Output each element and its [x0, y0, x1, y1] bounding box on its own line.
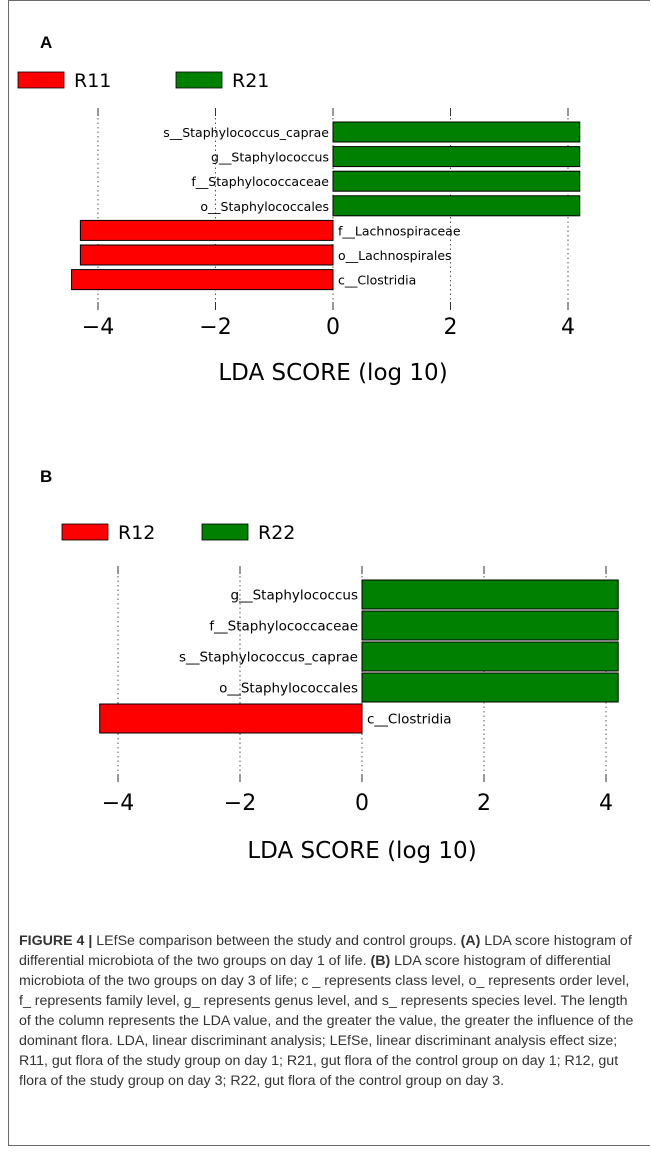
- category-label: c__Clostridia: [338, 273, 416, 288]
- tick-label: −4: [102, 791, 134, 816]
- caption-lead: FIGURE 4 |: [19, 933, 93, 949]
- category-label: o__Lachnospirales: [338, 248, 452, 263]
- category-label: o__Staphylococcales: [200, 199, 329, 214]
- bar: [361, 672, 619, 703]
- legend-swatch-R12: [61, 523, 109, 541]
- panel-b-label: B: [40, 467, 53, 486]
- tick-label: −4: [82, 315, 114, 340]
- tick-label: 2: [477, 791, 491, 816]
- bar: [99, 703, 363, 734]
- category-label: s__Staphylococcus_caprae: [179, 650, 358, 666]
- chart-a: R11 R21 s__Staphylococcus_caprae g__Staphyl…: [17, 70, 581, 386]
- tick-label: 0: [326, 315, 340, 340]
- category-label: g__Staphylococcus: [231, 588, 358, 604]
- caption-part2: LDA score histogram of differential micr…: [19, 933, 632, 969]
- legend-swatch-R22: [201, 523, 249, 541]
- caption-part3: LDA score histogram of differential micr…: [19, 953, 634, 1089]
- tick-label: 4: [599, 791, 613, 816]
- category-label: f__Lachnospiraceae: [338, 223, 461, 238]
- panel-a-label: A: [40, 33, 53, 52]
- bar: [79, 219, 334, 241]
- bar: [332, 121, 581, 143]
- legend-swatch-R11: [17, 71, 65, 89]
- bar: [332, 195, 581, 217]
- legend-label-R21: R21: [232, 70, 269, 92]
- caption-part1: LEfSe comparison between the study and c…: [92, 933, 461, 949]
- category-label: o__Staphylococcales: [219, 681, 358, 697]
- legend-swatch-R21: [175, 71, 223, 89]
- category-label: f__Staphylococcaceae: [209, 619, 358, 635]
- bar: [332, 146, 581, 168]
- chart-b: R12 R22 g__Staphylococcus f__Staphylococcac…: [61, 522, 619, 864]
- tick-label: 4: [561, 315, 575, 340]
- bar: [79, 244, 334, 266]
- tick-label: −2: [224, 791, 256, 816]
- figure-caption: FIGURE 4 | LEfSe comparison between the …: [19, 931, 637, 1091]
- category-label: c__Clostridia: [367, 712, 452, 728]
- caption-tag-b: (B): [370, 953, 391, 969]
- x-axis-label: LDA SCORE (log 10): [218, 360, 447, 386]
- tick-label: −2: [199, 315, 231, 340]
- bar: [361, 579, 619, 610]
- legend-label-R22: R22: [258, 522, 295, 544]
- bar: [332, 170, 581, 192]
- bar: [361, 641, 619, 672]
- bar: [71, 269, 334, 291]
- tick-label: 2: [444, 315, 458, 340]
- x-axis-label: LDA SCORE (log 10): [247, 838, 476, 864]
- bar: [361, 610, 619, 641]
- figure-frame: [8, 0, 650, 1146]
- category-label: g__Staphylococcus: [211, 150, 329, 165]
- legend-label-R12: R12: [118, 522, 155, 544]
- legend-label-R11: R11: [74, 70, 111, 92]
- category-label: s__Staphylococcus_caprae: [163, 125, 329, 140]
- tick-label: 0: [355, 791, 369, 816]
- category-label: f__Staphylococcaceae: [191, 174, 329, 189]
- caption-tag-a: (A): [460, 933, 481, 949]
